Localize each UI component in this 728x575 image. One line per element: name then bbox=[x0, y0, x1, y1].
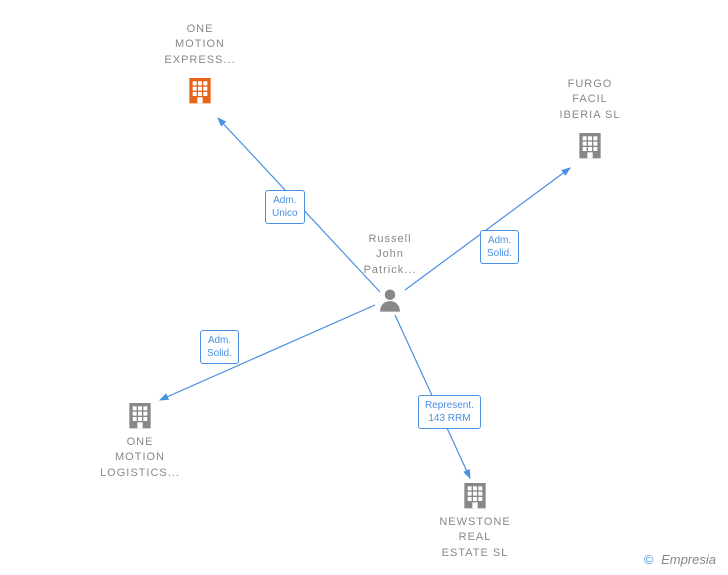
company-label: NEWSTONE REAL ESTATE SL bbox=[420, 515, 530, 561]
center-label: Russell John Patrick... bbox=[355, 232, 425, 278]
edge-label: Adm. Solid. bbox=[200, 330, 239, 364]
edge-label: Represent. 143 RRM bbox=[418, 395, 481, 429]
person-icon bbox=[376, 286, 404, 319]
building-icon bbox=[184, 74, 216, 111]
edge-label: Adm. Unico bbox=[265, 190, 305, 224]
company-label: ONE MOTION EXPRESS... bbox=[145, 22, 255, 68]
watermark: © Empresia bbox=[644, 552, 716, 567]
company-label: ONE MOTION LOGISTICS... bbox=[85, 435, 195, 481]
building-icon bbox=[574, 129, 606, 166]
building-icon bbox=[459, 479, 491, 516]
watermark-text: Empresia bbox=[661, 552, 716, 567]
building-icon bbox=[124, 399, 156, 436]
company-label: FURGO FACIL IBERIA SL bbox=[535, 77, 645, 123]
edge-label: Adm. Solid. bbox=[480, 230, 519, 264]
copyright-symbol: © bbox=[644, 552, 654, 567]
